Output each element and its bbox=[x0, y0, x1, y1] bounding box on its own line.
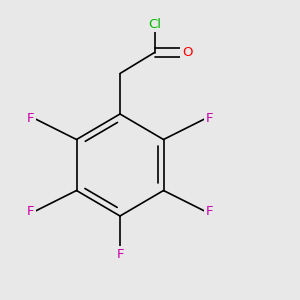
Text: F: F bbox=[27, 205, 34, 218]
Text: F: F bbox=[206, 112, 213, 125]
Text: F: F bbox=[206, 205, 213, 218]
Text: O: O bbox=[182, 46, 193, 59]
Text: Cl: Cl bbox=[148, 17, 161, 31]
Text: F: F bbox=[116, 248, 124, 260]
Text: F: F bbox=[27, 112, 34, 125]
